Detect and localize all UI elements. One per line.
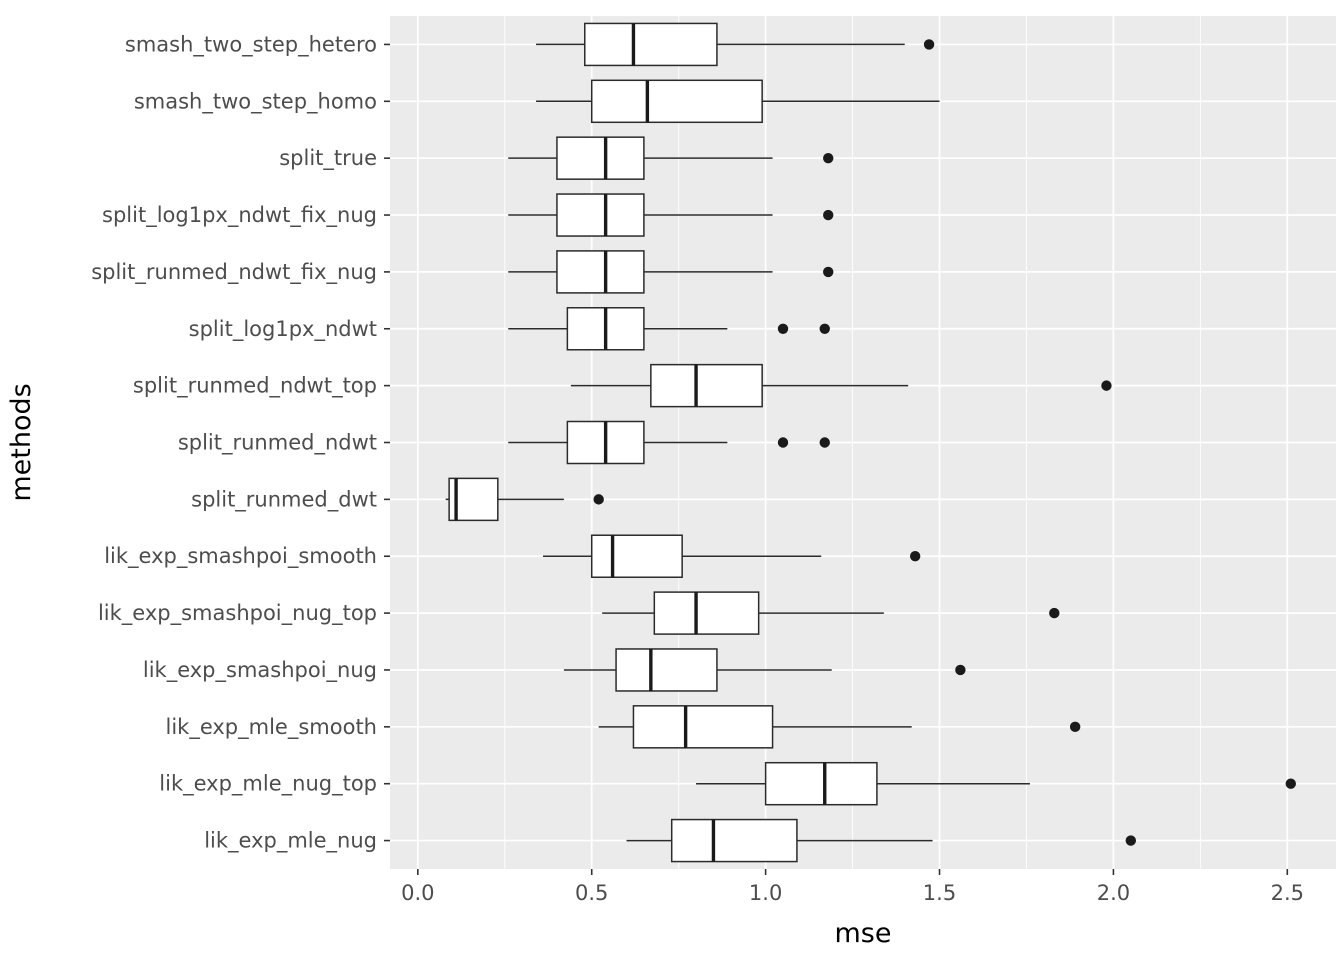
boxplot-split_log1px_ndwt_fix_nug xyxy=(508,193,834,237)
iqr-box xyxy=(650,363,763,408)
boxplot-smash_two_step_homo xyxy=(536,79,940,124)
boxplot-lik_exp_smashpoi_nug_top xyxy=(602,591,1060,635)
outlier-point xyxy=(819,323,830,334)
iqr-box xyxy=(764,761,878,806)
iqr-box xyxy=(632,705,774,749)
iqr-box xyxy=(556,250,645,294)
iqr-box xyxy=(653,591,760,635)
outlier-point xyxy=(823,152,834,164)
boxplot-smash_two_step_hetero xyxy=(536,22,935,67)
y-tick-label: lik_exp_mle_smooth xyxy=(166,715,378,740)
y-tick-label: split_runmed_dwt xyxy=(191,487,377,512)
boxplot-split_log1px_ndwt xyxy=(508,307,830,351)
boxplot-lik_exp_mle_nug xyxy=(626,818,1137,863)
y-tick-label: lik_exp_mle_nug_top xyxy=(159,772,377,797)
y-tick-label: split_log1px_ndwt xyxy=(189,317,377,342)
boxplot-lik_exp_mle_smooth xyxy=(598,705,1081,749)
x-tick-label: 0.0 xyxy=(401,881,434,905)
y-tick-label: smash_two_step_hetero xyxy=(125,32,377,57)
outlier-point xyxy=(1049,607,1060,619)
boxplot-split_runmed_ndwt xyxy=(508,420,830,465)
outlier-point xyxy=(777,437,789,448)
outlier-point xyxy=(955,664,966,676)
outlier-point xyxy=(909,551,921,562)
outlier-point xyxy=(823,209,834,221)
y-tick-label: smash_two_step_homo xyxy=(134,89,377,114)
boxplot-split_true xyxy=(508,136,834,180)
outlier-point xyxy=(1285,778,1296,789)
x-tick-label: 2.0 xyxy=(1097,881,1130,905)
outlier-point xyxy=(593,494,604,505)
outlier-point xyxy=(923,39,935,50)
y-tick-label: lik_exp_mle_nug xyxy=(204,829,377,854)
iqr-box xyxy=(590,534,683,578)
boxplot-lik_exp_smashpoi_smooth xyxy=(543,534,921,578)
x-tick-label: 1.5 xyxy=(923,881,956,905)
iqr-box xyxy=(615,648,718,692)
iqr-box xyxy=(590,79,763,124)
outlier-point xyxy=(1101,380,1112,391)
y-tick-label: split_runmed_ndwt_top xyxy=(133,374,377,399)
boxplot-lik_exp_mle_nug_top xyxy=(696,761,1296,806)
y-tick-label: split_runmed_ndwt xyxy=(178,431,377,456)
boxplot-lik_exp_smashpoi_nug xyxy=(563,648,966,692)
iqr-box xyxy=(556,193,645,237)
outlier-point xyxy=(1069,721,1081,733)
boxplot-split_runmed_dwt xyxy=(445,477,604,522)
outlier-point xyxy=(823,266,834,278)
outlier-point xyxy=(777,323,789,334)
iqr-box xyxy=(584,22,718,67)
y-tick-label: lik_exp_smashpoi_nug xyxy=(143,658,377,683)
iqr-box xyxy=(670,818,798,863)
y-tick-label: split_true xyxy=(279,146,377,171)
outlier-point xyxy=(1125,835,1137,846)
iqr-box xyxy=(556,136,645,180)
y-tick-label: lik_exp_smashpoi_smooth xyxy=(104,544,377,569)
outlier-point xyxy=(819,437,830,448)
y-tick-label: split_log1px_ndwt_fix_nug xyxy=(102,203,377,228)
x-axis-title: mse xyxy=(835,918,892,949)
y-axis-title: methods xyxy=(6,383,37,501)
y-tick-label: lik_exp_smashpoi_nug_top xyxy=(98,601,377,626)
boxplot-split_runmed_ndwt_top xyxy=(570,363,1112,408)
x-tick-label: 1.0 xyxy=(749,881,782,905)
x-tick-label: 2.5 xyxy=(1271,881,1304,905)
boxplot-split_runmed_ndwt_fix_nug xyxy=(508,250,834,294)
x-tick-label: 0.5 xyxy=(575,881,608,905)
y-tick-label: split_runmed_ndwt_fix_nug xyxy=(91,260,377,285)
